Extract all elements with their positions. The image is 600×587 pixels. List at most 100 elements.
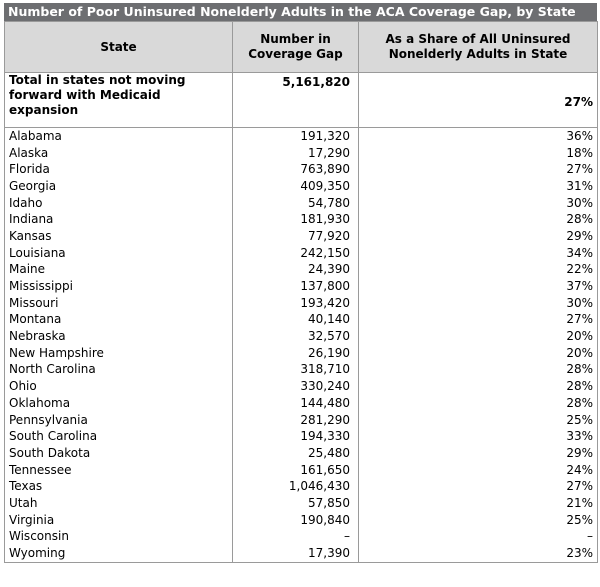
number-cell: 281,290 bbox=[232, 411, 359, 429]
header-share: As a Share of All Uninsured Nonelderly A… bbox=[358, 21, 598, 73]
table-row: Nebraska 32,570 20% bbox=[4, 328, 598, 345]
state-cell: Kansas bbox=[4, 228, 233, 245]
total-label: Total in states not moving forward with … bbox=[4, 72, 233, 128]
number-cell: 57,850 bbox=[232, 495, 359, 512]
table-row: Wisconsin – – bbox=[4, 528, 598, 546]
state-cell: Oklahoma bbox=[4, 395, 233, 412]
number-cell: 40,140 bbox=[232, 311, 359, 329]
table-row: Maine 24,390 22% bbox=[4, 261, 598, 279]
number-cell: 181,930 bbox=[232, 211, 359, 229]
table-row: Utah 57,850 21% bbox=[4, 495, 598, 512]
table-row: Missouri 193,420 30% bbox=[4, 294, 598, 312]
state-cell: Wyoming bbox=[4, 545, 233, 563]
table-row: New Hampshire 26,190 20% bbox=[4, 344, 598, 362]
share-cell: 20% bbox=[358, 344, 598, 362]
state-cell: Alabama bbox=[4, 127, 233, 145]
total-row: Total in states not moving forward with … bbox=[4, 72, 598, 128]
state-cell: Florida bbox=[4, 161, 233, 179]
share-cell: 18% bbox=[358, 144, 598, 162]
share-cell: 24% bbox=[358, 461, 598, 479]
table-row: North Carolina 318,710 28% bbox=[4, 361, 598, 379]
share-cell: 34% bbox=[358, 244, 598, 262]
table-row: Pennsylvania 281,290 25% bbox=[4, 411, 598, 429]
table-row: Oklahoma 144,480 28% bbox=[4, 395, 598, 412]
state-cell: Virginia bbox=[4, 511, 233, 529]
table-row: Tennessee 161,650 24% bbox=[4, 461, 598, 479]
share-cell: 27% bbox=[358, 161, 598, 179]
share-cell: 20% bbox=[358, 328, 598, 345]
table-row: Louisiana 242,150 34% bbox=[4, 244, 598, 262]
number-cell: 77,920 bbox=[232, 228, 359, 245]
share-cell: 28% bbox=[358, 361, 598, 379]
number-cell: 161,650 bbox=[232, 461, 359, 479]
number-cell: 17,390 bbox=[232, 545, 359, 563]
state-cell: Montana bbox=[4, 311, 233, 329]
share-cell: 29% bbox=[358, 228, 598, 245]
table-row: Virginia 190,840 25% bbox=[4, 511, 598, 529]
table-row: Alabama 191,320 36% bbox=[4, 127, 598, 145]
header-state: State bbox=[4, 21, 233, 73]
number-cell: 330,240 bbox=[232, 378, 359, 395]
state-cell: Alaska bbox=[4, 144, 233, 162]
share-cell: 21% bbox=[358, 495, 598, 512]
number-cell: 193,420 bbox=[232, 294, 359, 312]
header-number: Number in Coverage Gap bbox=[232, 21, 359, 73]
share-cell: 36% bbox=[358, 127, 598, 145]
state-cell: Tennessee bbox=[4, 461, 233, 479]
table-row: Mississippi 137,800 37% bbox=[4, 278, 598, 295]
table-row: Ohio 330,240 28% bbox=[4, 378, 598, 395]
share-cell: 30% bbox=[358, 194, 598, 212]
number-cell: 137,800 bbox=[232, 278, 359, 295]
share-cell: – bbox=[358, 528, 598, 546]
table-row: Montana 40,140 27% bbox=[4, 311, 598, 329]
share-cell: 25% bbox=[358, 511, 598, 529]
share-cell: 27% bbox=[358, 478, 598, 496]
table-row: Texas 1,046,430 27% bbox=[4, 478, 598, 496]
share-cell: 28% bbox=[358, 378, 598, 395]
state-cell: Georgia bbox=[4, 178, 233, 195]
state-cell: New Hampshire bbox=[4, 344, 233, 362]
number-cell: 191,320 bbox=[232, 127, 359, 145]
state-cell: Utah bbox=[4, 495, 233, 512]
number-cell: 17,290 bbox=[232, 144, 359, 162]
share-cell: 37% bbox=[358, 278, 598, 295]
total-share: 27% bbox=[358, 72, 598, 128]
state-cell: Texas bbox=[4, 478, 233, 496]
total-number: 5,161,820 bbox=[232, 72, 359, 128]
number-cell: 242,150 bbox=[232, 244, 359, 262]
state-cell: Idaho bbox=[4, 194, 233, 212]
state-cell: Louisiana bbox=[4, 244, 233, 262]
table-row: Idaho 54,780 30% bbox=[4, 194, 598, 212]
table-row: Georgia 409,350 31% bbox=[4, 178, 598, 195]
state-cell: Wisconsin bbox=[4, 528, 233, 546]
state-cell: Maine bbox=[4, 261, 233, 279]
share-cell: 33% bbox=[358, 428, 598, 446]
share-cell: 30% bbox=[358, 294, 598, 312]
table-row: South Carolina 194,330 33% bbox=[4, 428, 598, 446]
table-row: South Dakota 25,480 29% bbox=[4, 445, 598, 462]
state-cell: Ohio bbox=[4, 378, 233, 395]
number-cell: 54,780 bbox=[232, 194, 359, 212]
state-cell: South Dakota bbox=[4, 445, 233, 462]
table-row: Kansas 77,920 29% bbox=[4, 228, 598, 245]
state-cell: South Carolina bbox=[4, 428, 233, 446]
share-cell: 23% bbox=[358, 545, 598, 563]
table-title: Number of Poor Uninsured Nonelderly Adul… bbox=[4, 3, 597, 21]
number-cell: 26,190 bbox=[232, 344, 359, 362]
header-row: State Number in Coverage Gap As a Share … bbox=[4, 21, 598, 73]
share-cell: 27% bbox=[358, 311, 598, 329]
share-cell: 28% bbox=[358, 395, 598, 412]
state-cell: Mississippi bbox=[4, 278, 233, 295]
state-cell: North Carolina bbox=[4, 361, 233, 379]
state-cell: Nebraska bbox=[4, 328, 233, 345]
number-cell: 194,330 bbox=[232, 428, 359, 446]
number-cell: 144,480 bbox=[232, 395, 359, 412]
number-cell: 25,480 bbox=[232, 445, 359, 462]
table-row: Wyoming 17,390 23% bbox=[4, 545, 598, 563]
number-cell: 1,046,430 bbox=[232, 478, 359, 496]
state-cell: Missouri bbox=[4, 294, 233, 312]
coverage-gap-table-container: Number of Poor Uninsured Nonelderly Adul… bbox=[4, 3, 598, 563]
table-row: Alaska 17,290 18% bbox=[4, 144, 598, 162]
table-row: Florida 763,890 27% bbox=[4, 161, 598, 179]
number-cell: 318,710 bbox=[232, 361, 359, 379]
